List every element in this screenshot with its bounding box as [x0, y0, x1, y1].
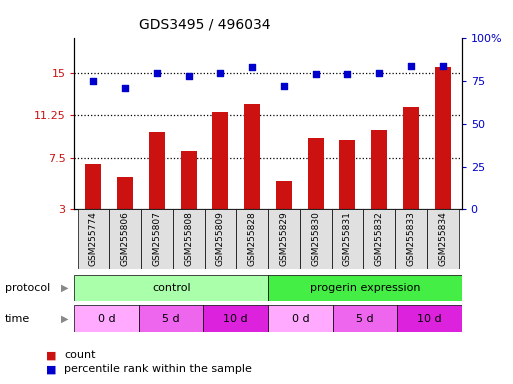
Point	[248, 65, 256, 71]
Bar	[86, 164, 102, 209]
Bar	[149, 132, 165, 209]
Bar	[109, 209, 141, 269]
Point	[407, 63, 415, 69]
Bar	[212, 113, 228, 209]
Text: ■: ■	[46, 350, 56, 360]
Text: GSM255808: GSM255808	[184, 211, 193, 266]
Text: ▶: ▶	[61, 314, 68, 324]
Bar	[340, 140, 356, 209]
Bar	[363, 209, 395, 269]
Bar	[331, 209, 363, 269]
Bar	[268, 305, 332, 332]
Bar	[403, 107, 419, 209]
Bar	[74, 305, 139, 332]
Text: 0 d: 0 d	[291, 314, 309, 324]
Bar	[236, 209, 268, 269]
Text: 5 d: 5 d	[163, 314, 180, 324]
Text: GSM255833: GSM255833	[406, 211, 416, 266]
Bar	[117, 177, 133, 209]
Bar	[77, 209, 109, 269]
Text: protocol: protocol	[5, 283, 50, 293]
Point	[153, 70, 161, 76]
Bar	[397, 305, 462, 332]
Text: 10 d: 10 d	[417, 314, 442, 324]
Bar	[332, 305, 397, 332]
Text: GSM255828: GSM255828	[248, 211, 256, 266]
Bar	[204, 305, 268, 332]
Text: ▶: ▶	[61, 283, 68, 293]
Bar	[308, 137, 324, 209]
Point	[89, 78, 97, 84]
Bar	[74, 275, 268, 301]
Text: percentile rank within the sample: percentile rank within the sample	[64, 364, 252, 374]
Point	[185, 73, 193, 79]
Bar	[435, 67, 450, 209]
Text: GSM255807: GSM255807	[152, 211, 162, 266]
Bar	[244, 104, 260, 209]
Text: ■: ■	[46, 364, 56, 374]
Text: GSM255809: GSM255809	[216, 211, 225, 266]
Bar	[173, 209, 205, 269]
Point	[439, 63, 447, 69]
Bar	[268, 275, 462, 301]
Text: time: time	[5, 314, 30, 324]
Text: progerin expression: progerin expression	[310, 283, 420, 293]
Text: 0 d: 0 d	[98, 314, 115, 324]
Bar	[268, 209, 300, 269]
Point	[216, 70, 225, 76]
Text: GSM255829: GSM255829	[280, 211, 288, 266]
Text: GDS3495 / 496034: GDS3495 / 496034	[139, 17, 270, 31]
Text: GSM255830: GSM255830	[311, 211, 320, 266]
Point	[280, 83, 288, 89]
Bar	[139, 305, 204, 332]
Bar	[300, 209, 331, 269]
Bar	[205, 209, 236, 269]
Text: GSM255774: GSM255774	[89, 211, 98, 266]
Text: 10 d: 10 d	[224, 314, 248, 324]
Text: GSM255806: GSM255806	[121, 211, 130, 266]
Bar	[141, 209, 173, 269]
Bar	[276, 181, 292, 209]
Point	[311, 71, 320, 77]
Point	[121, 85, 129, 91]
Bar	[371, 129, 387, 209]
Bar	[427, 209, 459, 269]
Text: count: count	[64, 350, 95, 360]
Text: GSM255832: GSM255832	[374, 211, 384, 266]
Text: GSM255831: GSM255831	[343, 211, 352, 266]
Point	[375, 70, 383, 76]
Text: GSM255834: GSM255834	[438, 211, 447, 266]
Bar	[181, 151, 196, 209]
Point	[343, 71, 351, 77]
Bar	[395, 209, 427, 269]
Text: 5 d: 5 d	[356, 314, 373, 324]
Text: control: control	[152, 283, 190, 293]
